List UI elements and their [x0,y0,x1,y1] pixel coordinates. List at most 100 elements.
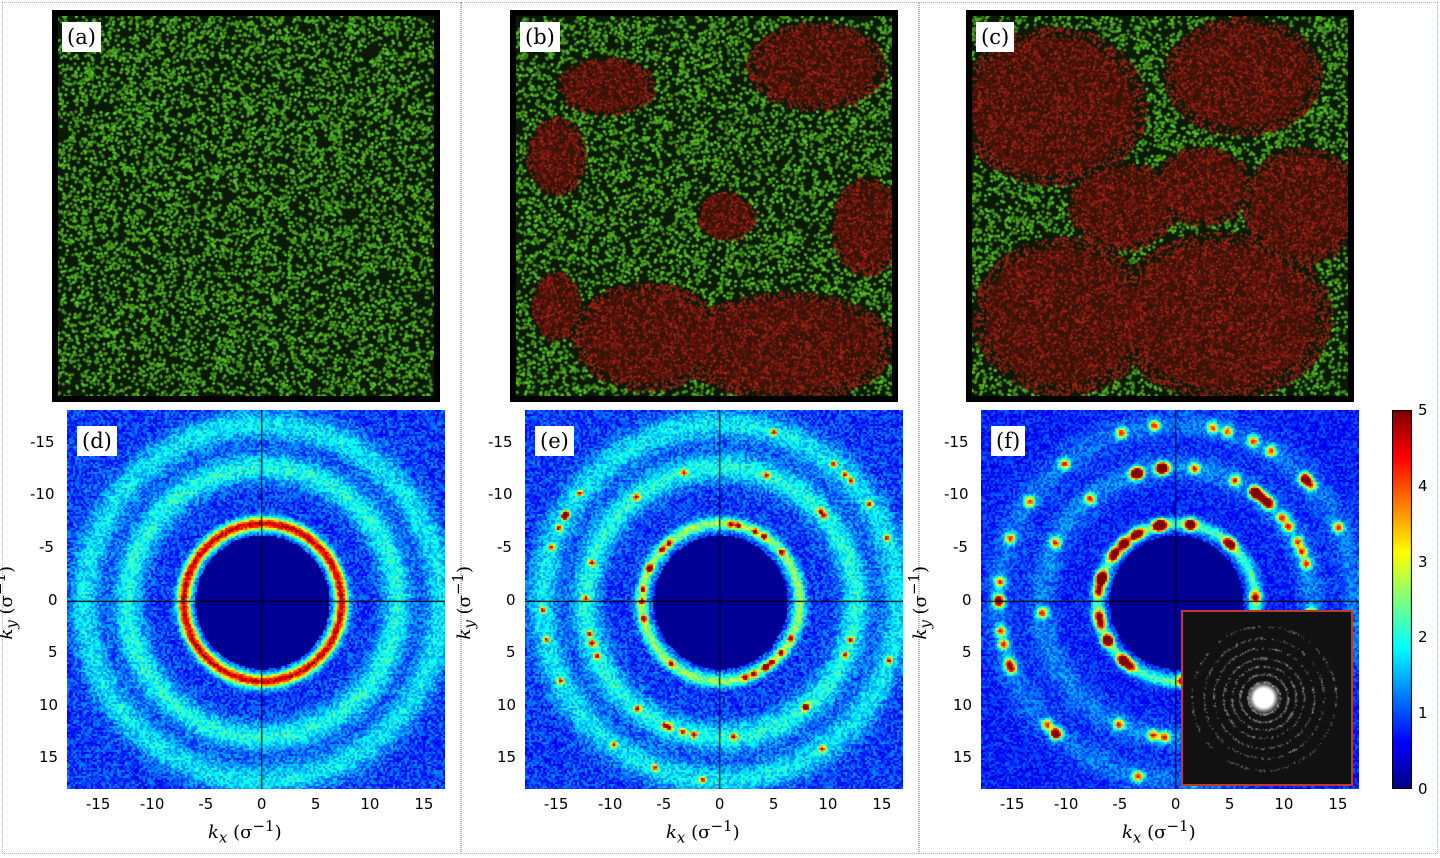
x-label-exp: −1 [1166,817,1189,835]
y-tick-label: -10 [944,485,969,504]
y-tick-label: 10 [497,695,517,714]
y-tick-label: 10 [39,695,59,714]
colorbar-tick: 2 [1418,628,1428,647]
heatmap-panel-d: (d) [67,410,445,789]
structure-factor-map-e [525,410,903,789]
y-label-sub: y [460,619,479,629]
x-label-close: ) [274,822,282,843]
x-axis-label: kx (σ−1) [666,817,740,847]
column-frame-1 [2,2,461,854]
x-label-close: ) [1188,822,1196,843]
heatmap-panel-f: (f) [981,410,1359,789]
x-tick-label: -10 [139,795,165,813]
y-label-k: k [0,628,17,639]
colorbar-tick: 3 [1418,552,1428,571]
x-tick-label: -15 [543,795,569,813]
y-tick-label: 10 [953,695,973,714]
x-label-sub: x [218,828,228,847]
y-tick-label: -5 [497,537,512,556]
y-tick-label: 5 [506,643,516,662]
heatmap-panel-e: (e) [525,410,903,789]
x-tick-label: -5 [656,795,672,813]
y-label-sub: y [2,619,21,629]
x-tick-label: -15 [85,795,111,813]
y-axis-label: ky (σ−1) [449,565,479,639]
panel-label-b: (b) [520,22,560,52]
x-label-k: k [208,822,219,843]
colorbar-gradient [1392,410,1412,789]
y-tick-label: 15 [953,748,973,767]
x-label-k: k [666,822,677,843]
x-tick-label: 0 [256,795,267,813]
y-label-close: ) [910,565,932,573]
y-tick-label: 15 [39,748,59,767]
particle-snapshot-b [516,16,892,396]
x-tick-label: -5 [1112,795,1128,813]
column-frame-3 [919,2,1438,854]
colorbar-tick: 1 [1418,704,1428,723]
y-tick-label: -15 [488,432,513,451]
x-label-unit: (σ [691,822,711,843]
panel-label-f: (f) [991,426,1026,456]
panel-label-d: (d) [77,426,117,456]
x-tick-label: 15 [1328,795,1348,813]
x-tick-label: 10 [818,795,838,813]
y-axis-label: ky (σ−1) [0,565,21,639]
colorbar-tick: 4 [1418,476,1428,495]
y-label-k: k [910,628,932,640]
x-tick-label: 5 [310,795,321,813]
y-tick-label: 5 [962,643,972,662]
x-tick-label: -10 [1053,795,1079,813]
x-tick-label: 15 [872,795,892,813]
y-axis-label: ky (σ−1) [905,565,935,639]
x-tick-label: 5 [1224,795,1235,813]
x-label-sub: x [1132,828,1142,847]
y-label-exp: −1 [449,572,468,595]
y-label-sub: y [916,619,935,629]
y-tick-label: -5 [953,537,968,556]
diffraction-inset [1181,610,1353,786]
y-label-close: ) [454,565,476,573]
snapshot-panel-a: (a) [52,10,440,402]
x-label-unit: (σ [233,822,253,843]
x-tick-label: 0 [714,795,725,813]
x-label-sub: x [676,828,686,847]
y-tick-label: -10 [488,485,513,504]
y-label-unit: (σ [454,594,476,614]
colorbar-tick: 5 [1418,401,1428,419]
x-tick-label: 0 [1170,795,1181,813]
x-label-unit: (σ [1147,822,1167,843]
y-label-exp: −1 [905,572,924,595]
y-tick-label: 5 [48,643,58,662]
y-tick-label: 0 [48,590,58,609]
snapshot-panel-b: (b) [510,10,898,402]
y-label-exp: −1 [0,572,10,595]
y-label-unit: (σ [910,594,932,614]
x-label-exp: −1 [252,817,275,835]
panel-label-e: (e) [535,426,574,456]
x-tick-label: -15 [999,795,1025,813]
y-label-k: k [454,628,476,640]
y-tick-label: 0 [506,590,516,609]
colorbar [1392,410,1412,789]
snapshot-panel-c: (c) [966,10,1354,402]
colorbar-tick: 0 [1418,780,1428,798]
column-frame-2 [461,2,919,854]
x-tick-label: 10 [360,795,380,813]
x-tick-label: 15 [414,795,434,813]
x-label-k: k [1122,822,1133,843]
y-tick-label: 0 [962,590,972,609]
y-label-close: ) [0,565,17,572]
panel-label-a: (a) [62,22,101,52]
y-tick-label: -10 [30,485,55,504]
particle-snapshot-c [972,16,1348,396]
structure-factor-map-d [67,410,445,789]
y-tick-label: -5 [39,537,54,556]
y-tick-label: -15 [30,432,55,451]
x-axis-label: kx (σ−1) [1122,817,1196,847]
y-tick-label: 15 [497,748,517,767]
particle-snapshot-a [58,16,434,396]
x-label-close: ) [732,822,740,843]
x-label-exp: −1 [710,817,733,835]
x-axis-label: kx (σ−1) [208,817,282,847]
